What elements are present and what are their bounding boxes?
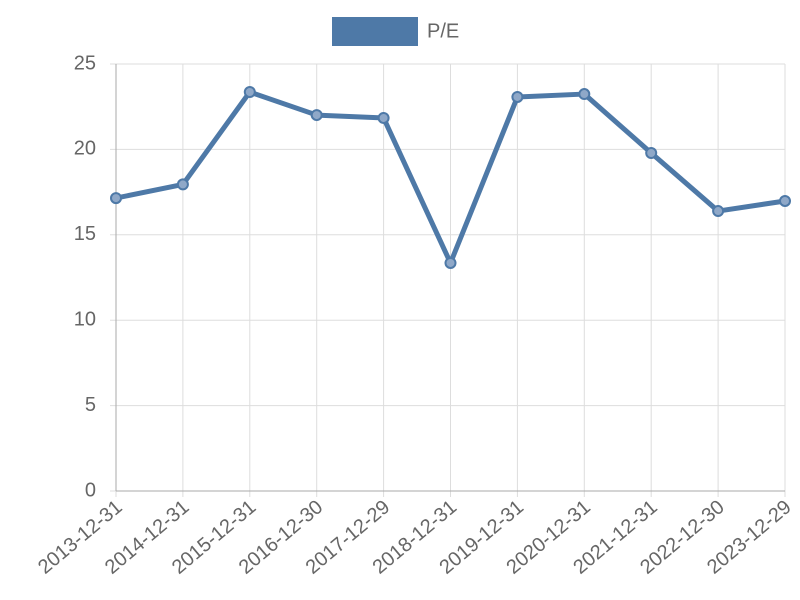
point [779,194,791,207]
point [310,109,323,122]
y-tick-label: 0 [85,479,96,501]
point [444,256,457,269]
y-tick-label: 20 [74,138,96,160]
point [176,178,189,191]
point [511,90,524,103]
y-tick-label: 25 [74,52,96,74]
point [712,205,725,218]
legend-label: P/E [427,20,459,42]
point [243,86,256,99]
legend-swatch [332,17,418,46]
y-tick-label: 10 [74,308,96,330]
point [110,192,122,205]
point [377,111,390,124]
point [645,146,658,159]
y-tick-label: 5 [85,394,96,416]
point [578,88,591,101]
y-tick-label: 15 [74,223,96,245]
